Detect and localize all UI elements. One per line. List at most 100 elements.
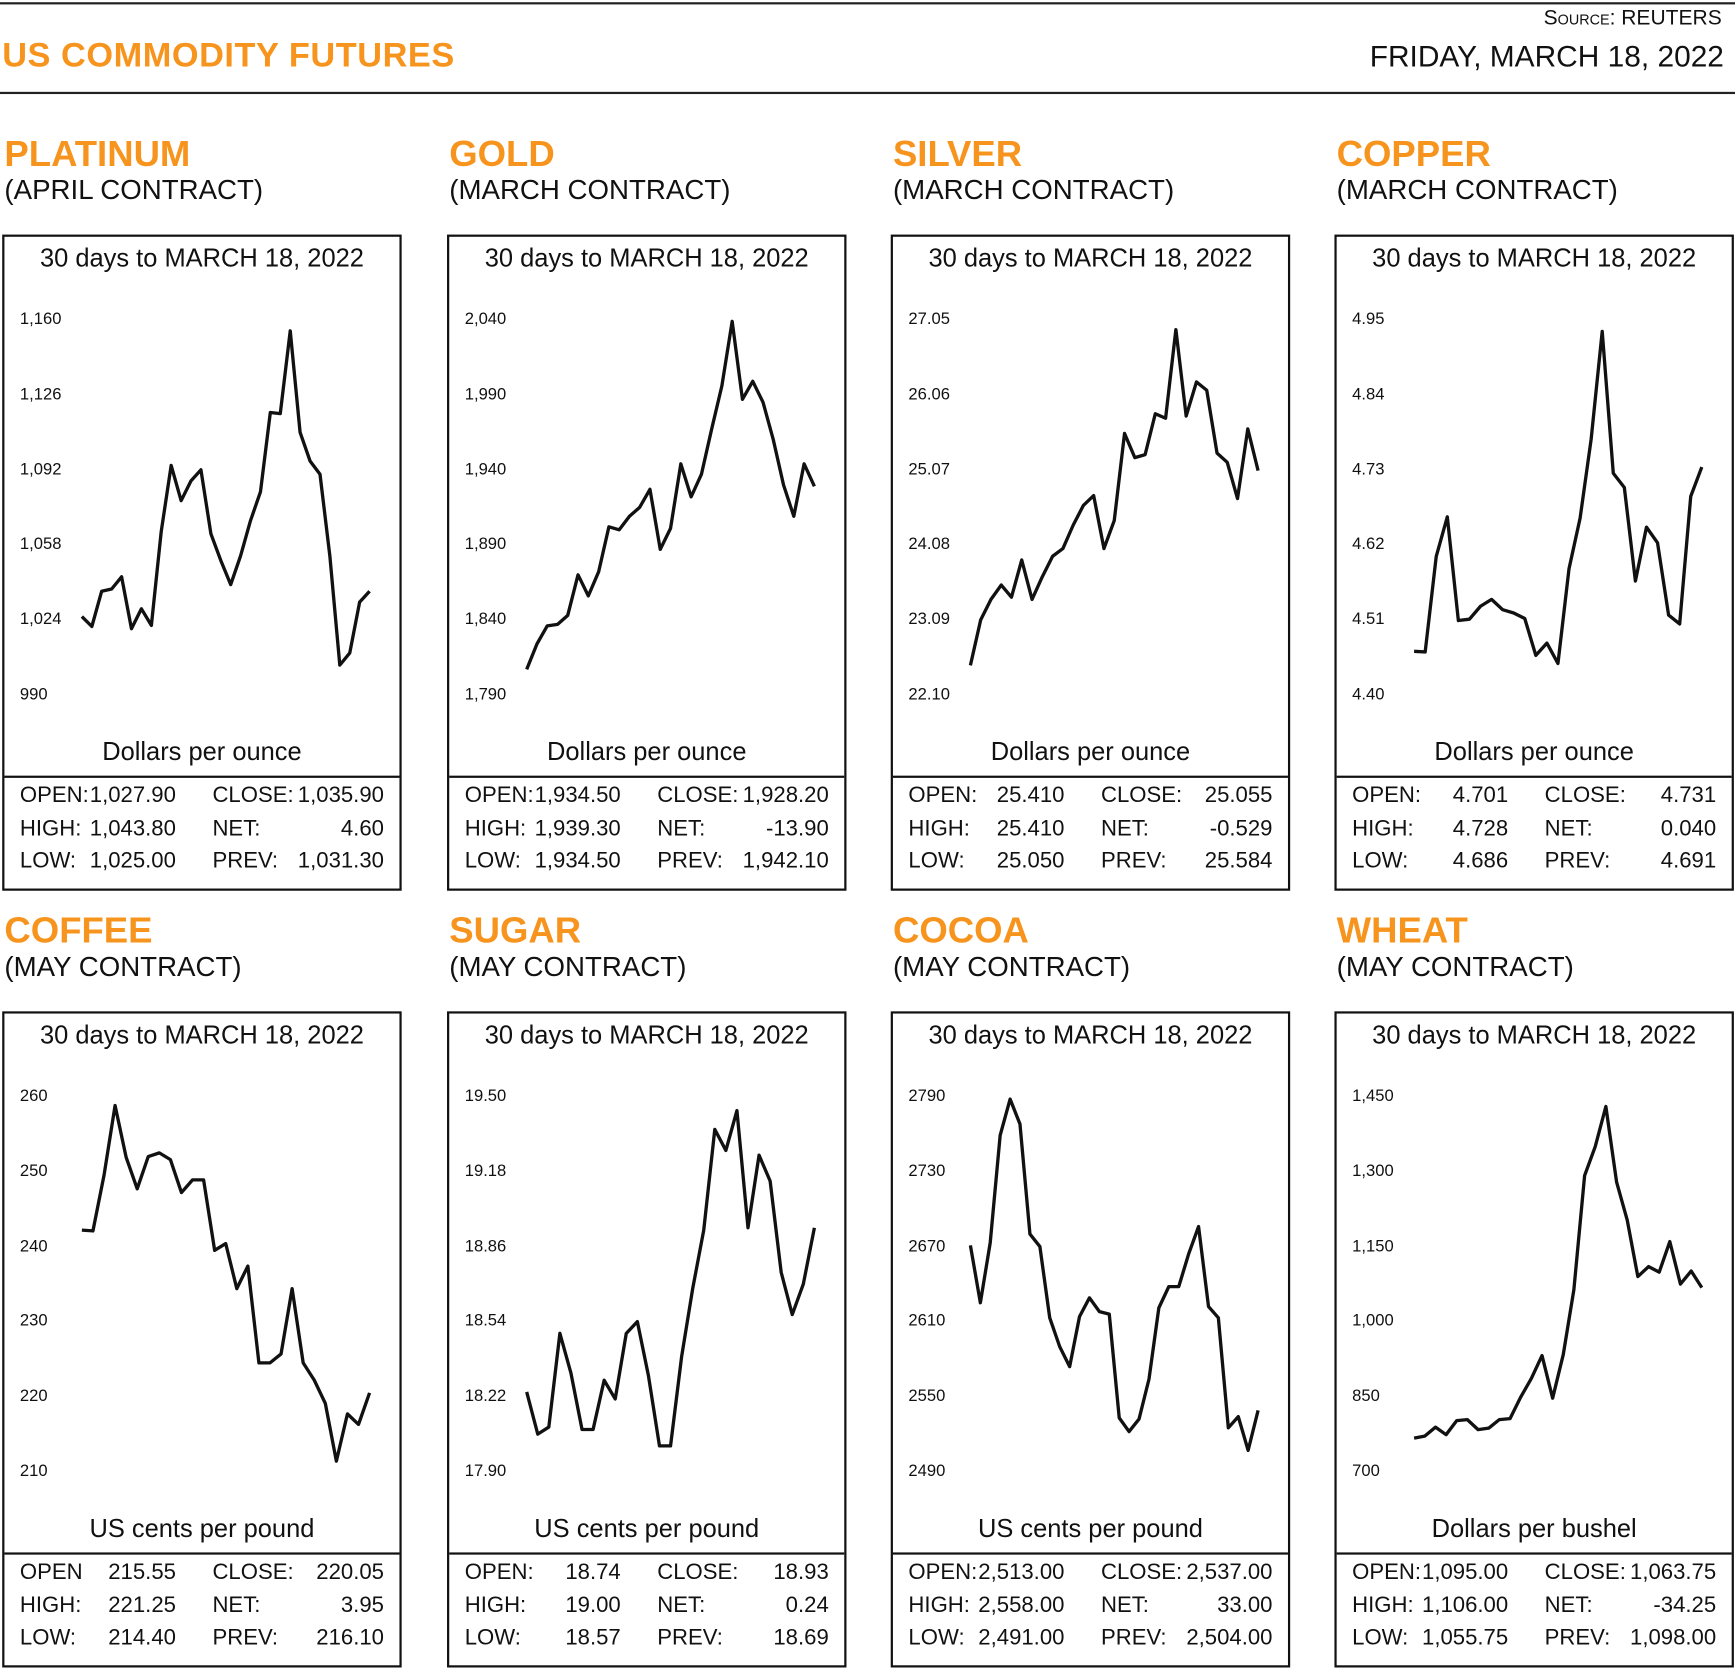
stat-value: 4.691	[1660, 848, 1717, 874]
y-tick-label: 850	[1352, 1386, 1380, 1406]
stat-label: NET:	[657, 816, 706, 841]
y-tick-label: 25.07	[908, 459, 950, 479]
stat-label: HIGH:	[908, 816, 970, 841]
y-axis-unit-label: Dollars per ounce	[102, 736, 302, 766]
stat-value: 4.686	[1452, 848, 1509, 874]
y-axis-unit-label: Dollars per bushel	[1431, 1513, 1637, 1543]
chart-box: 30 days to MARCH 18, 2022 2790 2730 2670 26…	[890, 1011, 1291, 1668]
stats-divider	[449, 1552, 845, 1555]
stat-value: 2,558.00	[978, 1592, 1065, 1618]
y-tick-label: 24.08	[908, 534, 950, 554]
chart-title: 30 days to MARCH 18, 2022	[39, 1020, 364, 1049]
stats-row: LOW: 25.050 PREV: 25.584	[893, 849, 1288, 882]
chart-title: 30 days to MARCH 18, 2022	[928, 1020, 1253, 1049]
price-line-chart	[1414, 329, 1704, 666]
price-line-chart	[968, 1097, 1260, 1453]
commodity-name: COCOA	[892, 909, 1029, 951]
y-axis-unit-label: Dollars per ounce	[1434, 736, 1634, 766]
stat-label: OPEN:	[1352, 1560, 1422, 1585]
stat-value: 221.25	[108, 1592, 176, 1618]
stat-value: 0.24	[785, 1592, 829, 1618]
y-tick-label: 240	[19, 1236, 48, 1256]
stat-value: 2,513.00	[978, 1560, 1065, 1585]
stat-label: HIGH:	[1352, 816, 1414, 841]
stats-table: OPEN: 1,095.00 CLOSE: 1,063.75 HIGH: 1,1…	[1337, 1560, 1732, 1658]
stat-label: NET:	[1100, 816, 1149, 841]
stats-row: OPEN: 1,934.50 CLOSE: 1,928.20	[449, 783, 844, 816]
stat-label: PREV:	[212, 848, 279, 874]
stat-value: 215.55	[108, 1560, 176, 1585]
stat-value: 25.410	[996, 816, 1065, 841]
page-title: US COMMODITY FUTURES	[2, 35, 455, 75]
y-tick-label: 230	[19, 1311, 48, 1331]
stats-row: LOW: 214.40 PREV: 216.10	[4, 1625, 399, 1658]
price-line-chart	[968, 327, 1260, 666]
stats-row: LOW: 1,934.50 PREV: 1,942.10	[449, 849, 844, 882]
stat-value: 1,939.30	[534, 816, 621, 841]
chart-box: 30 days to MARCH 18, 2022 1,160 1,126 1,09…	[2, 234, 402, 891]
y-tick-label: 260	[19, 1086, 48, 1106]
stat-label: OPEN:	[908, 783, 978, 808]
stat-value: 18.93	[773, 1560, 829, 1585]
y-tick-label: 1,024	[19, 609, 62, 629]
stat-label: LOW:	[908, 1625, 965, 1650]
chart-title: 30 days to MARCH 18, 2022	[484, 243, 809, 273]
stat-value: -34.25	[1653, 1592, 1717, 1618]
stat-label: OPEN	[19, 1560, 83, 1585]
y-tick-label: 2730	[908, 1161, 946, 1181]
stats-divider	[449, 775, 845, 778]
y-axis-unit-label: US cents per pound	[534, 1513, 760, 1543]
y-tick-label: 1,150	[1352, 1236, 1394, 1256]
contract-label: (MAY CONTRACT)	[449, 951, 687, 983]
commodity-name: SILVER	[892, 132, 1023, 174]
stat-label: NET:	[212, 1592, 261, 1618]
stat-value: 0.040	[1660, 816, 1717, 841]
stat-label: PREV:	[1544, 848, 1611, 874]
stats-table: OPEN: 18.74 CLOSE: 18.93 HIGH: 19.00 NET…	[449, 1560, 844, 1658]
y-tick-label: 700	[1352, 1461, 1380, 1481]
stat-value: 4.60	[340, 816, 384, 841]
stat-label: LOW:	[19, 1625, 77, 1650]
price-series-line	[80, 329, 371, 667]
y-tick-label: 2670	[908, 1236, 946, 1256]
stats-row: HIGH: 25.410 NET: -0.529	[893, 816, 1288, 849]
y-axis-unit-label: US cents per pound	[977, 1513, 1203, 1543]
y-tick-label: 4.95	[1352, 309, 1385, 329]
price-line-chart	[525, 319, 816, 670]
stats-table: OPEN: 4.701 CLOSE: 4.731 HIGH: 4.728 NET…	[1337, 783, 1732, 881]
y-tick-label: 1,092	[19, 459, 62, 479]
y-tick-label: 1,940	[464, 459, 507, 479]
stats-row: OPEN: 18.74 CLOSE: 18.93	[449, 1560, 844, 1593]
stats-row: LOW: 4.686 PREV: 4.691	[1337, 849, 1732, 882]
y-tick-label: 26.06	[908, 384, 950, 404]
stats-divider	[1336, 1552, 1732, 1555]
stat-label: CLOSE:	[657, 1560, 739, 1585]
contract-label: (MARCH CONTRACT)	[1336, 174, 1618, 206]
chart-title: 30 days to MARCH 18, 2022	[1372, 243, 1697, 273]
stat-value: 2,537.00	[1186, 1560, 1273, 1585]
commodity-name: SUGAR	[449, 909, 582, 951]
y-tick-label: 23.09	[908, 609, 950, 629]
stat-label: CLOSE:	[1100, 783, 1183, 808]
stat-label: CLOSE:	[1100, 1560, 1183, 1585]
stats-row: OPEN: 2,513.00 CLOSE: 2,537.00	[893, 1560, 1288, 1593]
stats-row: LOW: 18.57 PREV: 18.69	[449, 1625, 844, 1658]
y-tick-label: 4.51	[1352, 609, 1385, 629]
chart-box: 30 days to MARCH 18, 2022 2,040 1,990 1,94…	[447, 234, 847, 891]
stat-label: CLOSE:	[1544, 1560, 1626, 1585]
stat-value: 25.410	[996, 783, 1065, 808]
y-tick-label: 17.90	[464, 1461, 507, 1481]
y-tick-label: 210	[19, 1461, 48, 1481]
y-tick-label: 18.54	[464, 1311, 507, 1331]
y-tick-label: 1,790	[464, 684, 507, 704]
stat-value: 2,504.00	[1186, 1625, 1273, 1650]
y-axis-unit-label: US cents per pound	[89, 1513, 315, 1543]
stat-value: 216.10	[316, 1625, 384, 1650]
commodity-name: COFFEE	[4, 909, 153, 951]
y-tick-label: 27.05	[908, 309, 950, 329]
contract-label: (MAY CONTRACT)	[1336, 951, 1574, 983]
stat-label: CLOSE:	[212, 1560, 294, 1585]
price-series-line	[1414, 329, 1704, 666]
stats-row: HIGH: 4.728 NET: 0.040	[1337, 816, 1732, 849]
